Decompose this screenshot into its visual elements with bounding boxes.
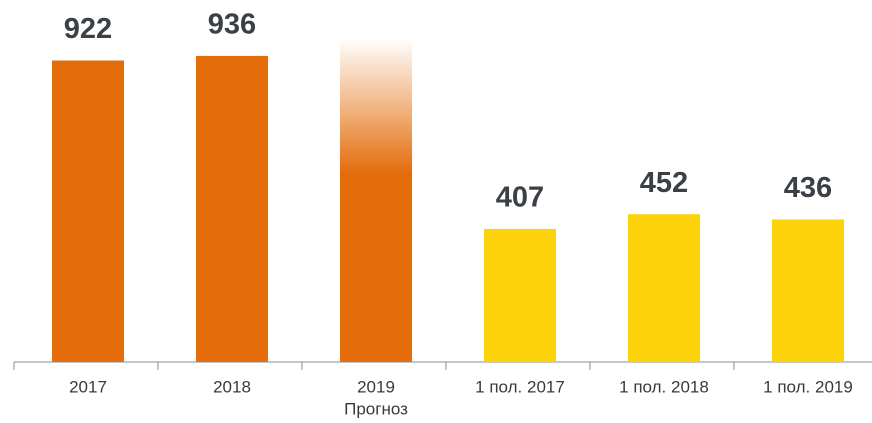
bar: [772, 219, 844, 362]
value-label: 436: [784, 172, 832, 204]
x-tick-label: 1 пол. 2017: [475, 377, 565, 396]
x-tick-label: 2018: [213, 377, 251, 396]
x-tick-label: 1 пол. 2018: [619, 377, 709, 396]
value-label: 452: [640, 167, 688, 199]
bar: [484, 228, 556, 362]
forecast-label: Прогноз: [344, 399, 408, 418]
x-tick-label: 1 пол. 2019: [763, 377, 853, 396]
bar: [52, 60, 124, 362]
bar: [196, 55, 268, 362]
x-tick-label: 2017: [69, 377, 107, 396]
bar: [340, 38, 412, 363]
value-label: 936: [208, 9, 256, 41]
value-label: 922: [64, 13, 112, 45]
value-label: 407: [496, 182, 544, 214]
x-tick-label: 2019: [357, 377, 395, 396]
bar: [628, 214, 700, 362]
